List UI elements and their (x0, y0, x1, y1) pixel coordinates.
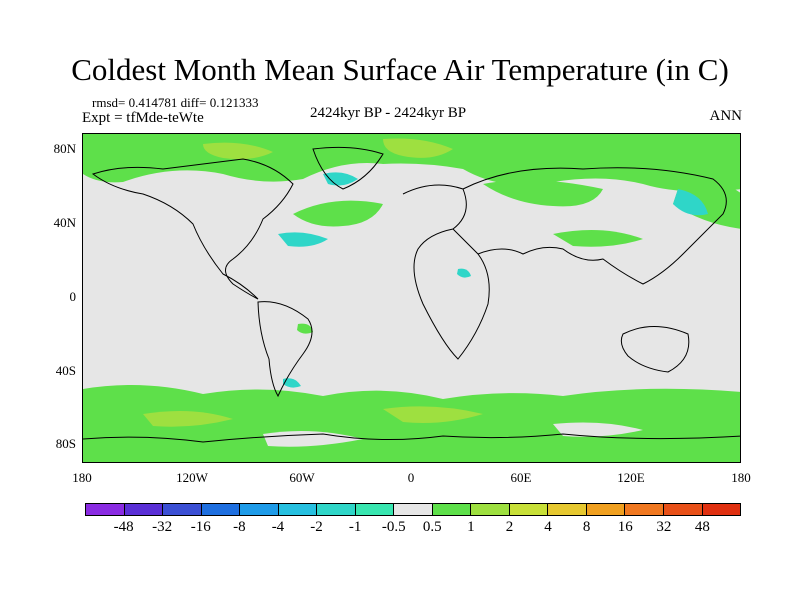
lat-label-40n: 40N (53, 215, 76, 230)
southern-grey-gap (263, 430, 363, 447)
map-title: Coldest Month Mean Surface Air Temperatu… (71, 52, 729, 87)
north-america-coast (91, 158, 294, 300)
season-label: ANN (709, 108, 743, 124)
colorbar-box (355, 504, 395, 515)
tibet-warm-patch (553, 230, 643, 247)
colorbar-tick-label: -1 (348, 519, 362, 535)
greenland-coast (312, 146, 384, 190)
lon-label-60e: 60E (510, 470, 532, 485)
lat-label-80s: 80S (55, 436, 76, 451)
arctic-cold-patch (323, 172, 358, 186)
colorbar-tick-label: -4 (271, 519, 285, 535)
colorbar-box (278, 504, 318, 515)
colorbar-box (163, 504, 202, 515)
lat-label-0: 0 (69, 289, 77, 304)
colorbar-box (394, 504, 433, 515)
colorbar-tick-label: 0.5 (422, 519, 442, 535)
rmsd-diff-stats: rmsd= 0.414781 diff= 0.121333 (92, 95, 259, 110)
colorbar-tick-label: -8 (233, 519, 246, 535)
lon-label-120e: 120E (617, 470, 645, 485)
colorbar-box (702, 504, 741, 515)
lon-label-120w: 120W (176, 470, 208, 485)
lat-label-40s: 40S (55, 363, 76, 378)
colorbar-tick-label: 48 (694, 519, 710, 535)
colorbar-box (663, 504, 703, 515)
period-label: 2424kyr BP - 2424kyr BP (310, 105, 467, 121)
colorbar-box (201, 504, 241, 515)
colorbar-box (586, 504, 626, 515)
southern-yellow-patch (383, 406, 483, 423)
world-anomaly-map (82, 133, 741, 463)
southern-grey-gap-2 (553, 422, 643, 437)
south-america-coast (257, 301, 313, 398)
atlantic-warm-patch (293, 200, 383, 227)
colorbar-box (240, 504, 279, 515)
colorbar-box (509, 504, 549, 515)
experiment-label: Expt = tfMde-teWte (82, 110, 204, 126)
colorbar (85, 503, 741, 516)
europe-africa-coast (402, 184, 490, 360)
tropical-cold-dot (457, 268, 471, 278)
colorbar-tick-label: -48 (113, 519, 134, 535)
southern-cold-patch (283, 378, 301, 388)
lon-label-0: 0 (407, 470, 415, 485)
arctic-yellow-patch (383, 138, 453, 158)
colorbar-tick-label: -16 (190, 519, 211, 535)
tropical-warm-dot (297, 323, 313, 334)
lon-label-60w: 60W (289, 470, 315, 485)
anomaly-fields (83, 134, 740, 462)
colorbar-tick-label: 32 (656, 519, 672, 535)
colorbar-box (124, 504, 164, 515)
australia-coast (620, 326, 690, 373)
asia-coast (462, 167, 727, 285)
coastlines (83, 146, 740, 443)
arctic-yellow-patch-2 (203, 142, 273, 160)
colorbar-box (471, 504, 510, 515)
eurasia-warm-patch (483, 180, 603, 207)
colorbar-tick-label: 2 (505, 519, 514, 535)
colorbar-tick-label: 1 (467, 519, 475, 535)
colorbar-box (625, 504, 664, 515)
lon-label-180e: 180 (731, 470, 751, 485)
colorbar-tick-label: 16 (617, 519, 633, 535)
antarctica-coast (83, 433, 740, 443)
southern-ocean-warm-band (83, 385, 740, 462)
southern-yellow-patch-2 (143, 410, 233, 427)
colorbar-box (317, 504, 356, 515)
asia-cold-patch (673, 189, 708, 216)
lon-label-180w: 180 (72, 470, 92, 485)
na-cold-patch (278, 232, 328, 247)
colorbar-tick-label: 8 (582, 519, 591, 535)
colorbar-tick-label: 4 (544, 519, 552, 535)
pacific-warm-patch (673, 174, 740, 229)
colorbar-box (86, 504, 125, 515)
colorbar-box (548, 504, 587, 515)
colorbar-box (432, 504, 472, 515)
colorbar-tick-label: -32 (152, 519, 173, 535)
colorbar-tick-label: -2 (310, 519, 323, 535)
colorbar-tick-label: -0.5 (381, 519, 406, 535)
lat-label-80n: 80N (53, 141, 76, 156)
map-canvas (83, 134, 740, 462)
